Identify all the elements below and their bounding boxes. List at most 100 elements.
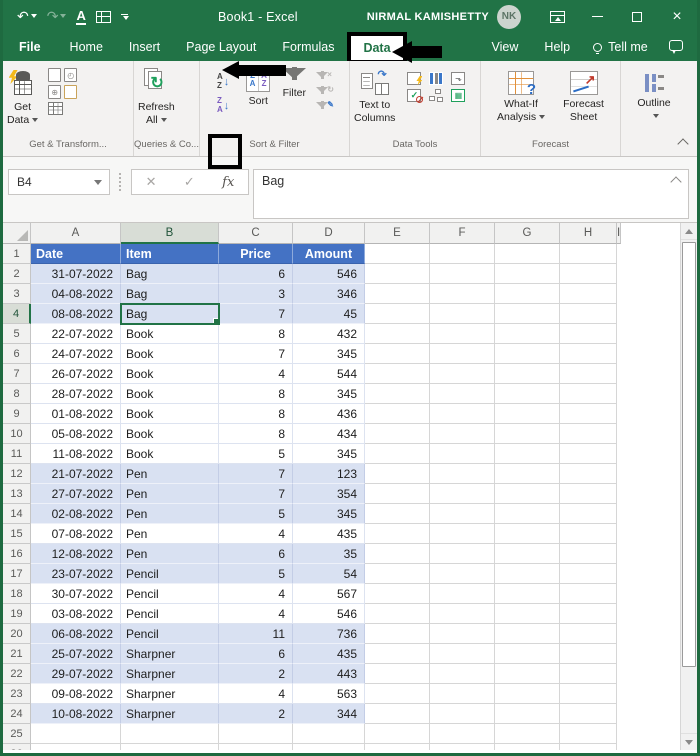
cell[interactable] xyxy=(121,724,219,744)
cell[interactable] xyxy=(365,644,430,664)
consolidate-icon[interactable]: ⬎ xyxy=(451,72,466,85)
cell[interactable] xyxy=(365,344,430,364)
sort-ascending-button[interactable]: A Z ↓ xyxy=(217,72,230,90)
cell-price[interactable]: 7 xyxy=(219,304,293,324)
cell[interactable] xyxy=(495,504,560,524)
cell[interactable] xyxy=(365,624,430,644)
tab-help[interactable]: Help xyxy=(544,40,571,54)
insert-function-icon[interactable]: fx xyxy=(222,174,235,190)
cell[interactable] xyxy=(495,724,560,744)
table-header-item[interactable]: Item xyxy=(121,244,219,264)
flash-fill-icon[interactable] xyxy=(407,72,423,85)
cell-price[interactable]: 7 xyxy=(219,344,293,364)
cell[interactable] xyxy=(560,344,617,364)
cell[interactable] xyxy=(430,524,495,544)
row-header-6[interactable]: 6 xyxy=(3,344,31,364)
relationships-icon[interactable] xyxy=(429,89,444,102)
font-color-icon[interactable]: A xyxy=(76,7,86,25)
row-header-4[interactable]: 4 xyxy=(3,304,31,324)
cell[interactable] xyxy=(560,524,617,544)
cell-amount[interactable]: 345 xyxy=(293,384,365,404)
column-header-A[interactable]: A xyxy=(31,223,121,244)
row-header-8[interactable]: 8 xyxy=(3,384,31,404)
cell[interactable] xyxy=(430,364,495,384)
selected-cell[interactable]: Bag xyxy=(120,303,220,325)
cell-date[interactable]: 26-07-2022 xyxy=(31,364,121,384)
cell-price[interactable]: 6 xyxy=(219,264,293,284)
cell[interactable] xyxy=(495,564,560,584)
close-button[interactable]: × xyxy=(657,0,697,33)
cell-date[interactable]: 08-08-2022 xyxy=(31,304,121,324)
outline-button[interactable]: Outline xyxy=(633,66,674,123)
customize-qat-icon[interactable] xyxy=(121,13,129,20)
cell[interactable] xyxy=(430,544,495,564)
cell[interactable] xyxy=(495,424,560,444)
row-header-24[interactable]: 24 xyxy=(3,704,31,724)
cell-amount[interactable]: 123 xyxy=(293,464,365,484)
cell-amount[interactable]: 345 xyxy=(293,444,365,464)
cell-date[interactable]: 06-08-2022 xyxy=(31,624,121,644)
cell[interactable] xyxy=(495,264,560,284)
cell-amount[interactable]: 432 xyxy=(293,324,365,344)
cell[interactable] xyxy=(495,284,560,304)
cell-item[interactable]: Book xyxy=(121,344,219,364)
cell[interactable] xyxy=(365,524,430,544)
cell[interactable] xyxy=(560,364,617,384)
cell[interactable] xyxy=(495,244,560,264)
row-header-1[interactable]: 1 xyxy=(3,244,31,264)
cell-item[interactable]: Pen xyxy=(121,504,219,524)
vertical-scrollbar[interactable] xyxy=(680,223,697,750)
select-all-corner[interactable] xyxy=(3,223,31,244)
cell-item[interactable]: Sharpner xyxy=(121,704,219,724)
row-header-22[interactable]: 22 xyxy=(3,664,31,684)
cell[interactable] xyxy=(495,484,560,504)
table-header-price[interactable]: Price xyxy=(219,244,293,264)
cell-price[interactable]: 3 xyxy=(219,284,293,304)
cell-item[interactable]: Pencil xyxy=(121,564,219,584)
cell-date[interactable]: 24-07-2022 xyxy=(31,344,121,364)
cell-item[interactable]: Pencil xyxy=(121,604,219,624)
undo-button[interactable]: ↶ xyxy=(17,8,37,26)
cell-item[interactable]: Pen xyxy=(121,524,219,544)
cell[interactable] xyxy=(495,384,560,404)
cell[interactable] xyxy=(560,564,617,584)
cell-date[interactable]: 22-07-2022 xyxy=(31,324,121,344)
cell[interactable] xyxy=(430,624,495,644)
recent-sources-icon[interactable]: ◴ xyxy=(64,68,78,82)
cell[interactable] xyxy=(560,664,617,684)
cell[interactable] xyxy=(365,604,430,624)
cell-item[interactable]: Bag xyxy=(121,284,219,304)
cell[interactable] xyxy=(365,444,430,464)
tab-view[interactable]: View xyxy=(491,40,519,54)
cell-price[interactable]: 6 xyxy=(219,644,293,664)
cell-amount[interactable]: 435 xyxy=(293,524,365,544)
cell[interactable] xyxy=(560,244,617,264)
cell[interactable] xyxy=(495,704,560,724)
cell[interactable] xyxy=(430,484,495,504)
cell[interactable] xyxy=(365,304,430,324)
tab-file[interactable]: File xyxy=(19,40,41,54)
cell-amount[interactable]: 45 xyxy=(293,304,365,324)
cell[interactable] xyxy=(430,444,495,464)
cell-date[interactable]: 07-08-2022 xyxy=(31,524,121,544)
column-header-I[interactable]: I xyxy=(617,223,622,244)
cell-item[interactable]: Sharpner xyxy=(121,644,219,664)
cell[interactable] xyxy=(365,244,430,264)
cell[interactable] xyxy=(495,744,560,750)
cell[interactable] xyxy=(560,644,617,664)
cell-item[interactable]: Pencil xyxy=(121,624,219,644)
cell[interactable] xyxy=(430,564,495,584)
sort-descending-button[interactable]: Z A ↓ xyxy=(217,96,230,114)
cell[interactable] xyxy=(495,364,560,384)
cell[interactable] xyxy=(365,404,430,424)
cell[interactable] xyxy=(430,684,495,704)
cell[interactable] xyxy=(430,284,495,304)
cell[interactable] xyxy=(121,744,219,750)
cell-date[interactable]: 10-08-2022 xyxy=(31,704,121,724)
cell-item[interactable]: Pencil xyxy=(121,584,219,604)
filter-button[interactable]: Filter xyxy=(282,66,307,100)
cell[interactable] xyxy=(560,284,617,304)
from-text-csv-icon[interactable] xyxy=(48,68,62,82)
table-header-date[interactable]: Date xyxy=(31,244,121,264)
cell[interactable] xyxy=(560,604,617,624)
